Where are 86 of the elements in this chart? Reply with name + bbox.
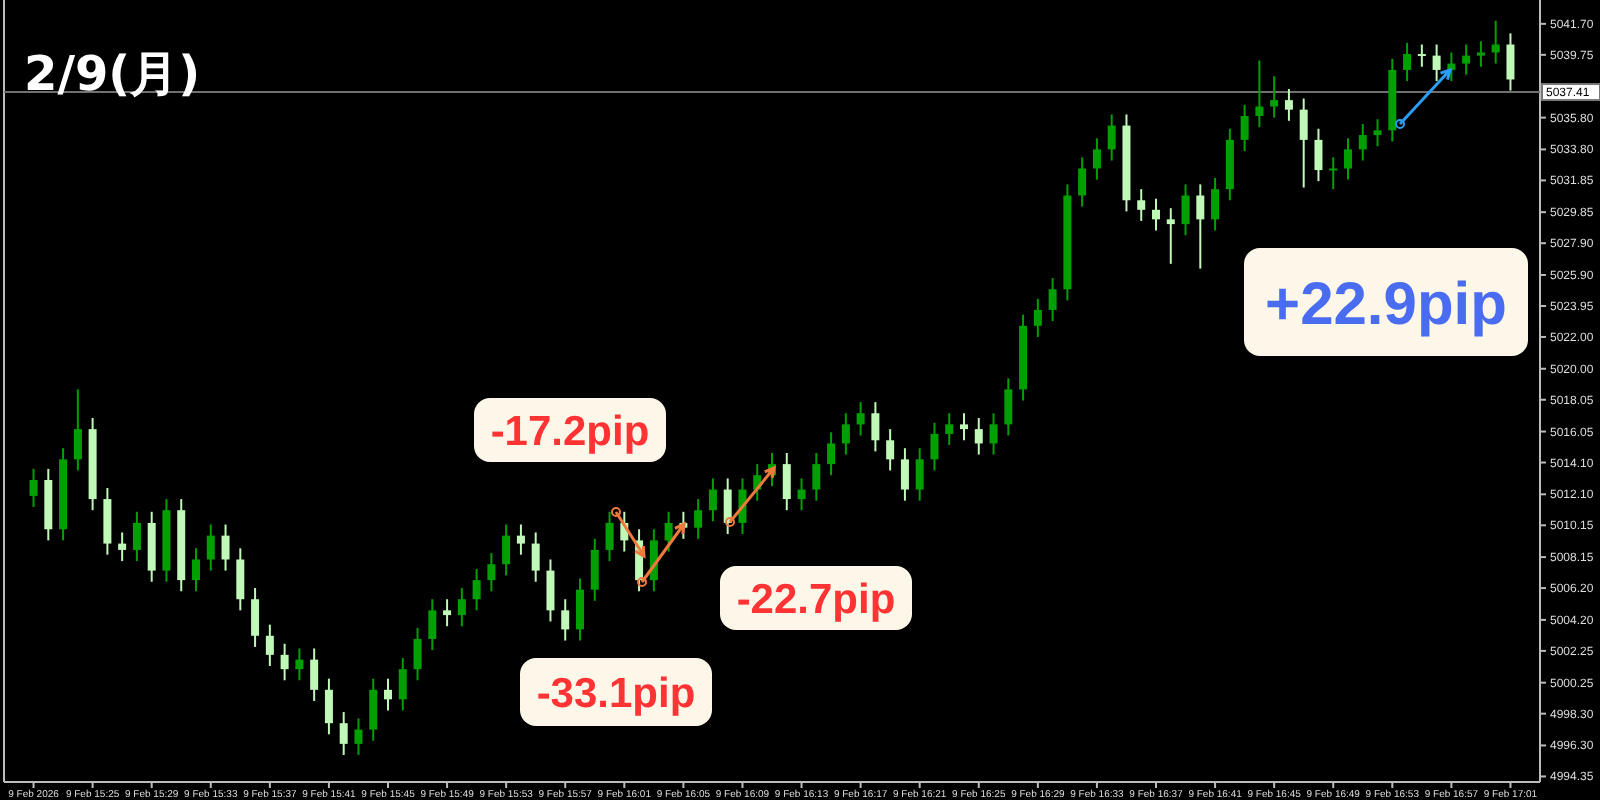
candlestick [576,577,584,642]
candlestick [797,477,806,512]
candlestick [1462,43,1471,76]
candlestick [132,510,141,563]
candlestick [398,657,407,712]
candlestick [251,587,260,648]
candlestick [295,647,304,682]
candlestick [694,498,703,540]
candlestick [782,451,791,512]
candlestick [502,523,511,577]
candlestick [310,647,319,702]
candlestick [1152,197,1160,232]
candlestick [561,598,570,642]
candlestick [1048,277,1057,323]
candlestick [221,523,230,572]
candlestick [1506,32,1515,92]
candlestick [590,537,599,602]
candlestick [1373,118,1382,148]
candlestick [1344,137,1352,181]
annotation: -33.1pip [536,671,696,718]
candlestick [989,412,998,456]
candlestick [531,531,540,583]
candlestick [1107,113,1116,162]
candlestick [369,677,378,742]
candlestick [1403,41,1412,83]
candlestick [443,598,452,628]
candlestick [930,421,939,472]
candlestick [73,388,82,472]
candlestick [841,412,850,456]
candlestick [1329,156,1338,191]
candlestick [472,568,481,612]
candlestick [29,467,38,509]
candlestick [1432,43,1441,83]
candlestick [354,717,363,756]
candlestick [856,401,865,437]
candlestick [487,552,496,593]
candlestick [428,598,437,652]
candlestick [605,510,614,563]
candlestick [960,412,968,442]
candlestick [1270,75,1279,119]
candlestick [945,412,954,447]
candlestick [1004,377,1013,437]
annotation: -22.7pip [736,577,896,624]
candlestick [974,417,983,456]
candlestick [886,428,895,472]
candlestick [1240,103,1249,152]
candlestick [1166,207,1175,265]
candlestick [339,711,348,756]
candlestick [324,677,333,736]
candlestick [192,547,200,593]
candlestick [915,447,924,502]
candlestick [413,626,422,682]
annotation: +22.9pip [1265,271,1507,338]
candlestick [1181,183,1190,237]
candlestick [1299,97,1308,189]
candlestick [812,451,821,502]
candlestick [1196,183,1205,270]
candlestick [827,431,836,477]
candlestick [384,677,392,712]
annotation: -17.2pip [490,409,650,456]
candlestick [708,477,717,523]
candlestick [871,401,880,453]
candlestick [1358,122,1367,162]
candlestick [1284,88,1293,122]
candlestick [457,587,466,628]
candlestick [1078,156,1087,208]
candlestick [147,510,156,583]
candlestick [118,531,127,563]
candlestick [265,623,274,667]
candlestick [664,510,673,553]
candlestick [546,558,555,623]
candlestick [900,447,909,502]
candlestick [516,523,525,556]
candlestick [1417,43,1426,68]
candlestick [236,547,245,612]
candlestick [1314,127,1323,183]
candlestick [1092,137,1101,181]
candlestick [1211,177,1220,232]
candlestick [206,523,215,572]
candlestick [280,642,289,682]
candlestick [103,486,112,556]
candlestick [1476,40,1485,68]
text: 2/9(月) [24,46,201,102]
candlestick [1255,59,1264,129]
candlestick [1137,188,1146,222]
candlestick [1033,297,1042,338]
